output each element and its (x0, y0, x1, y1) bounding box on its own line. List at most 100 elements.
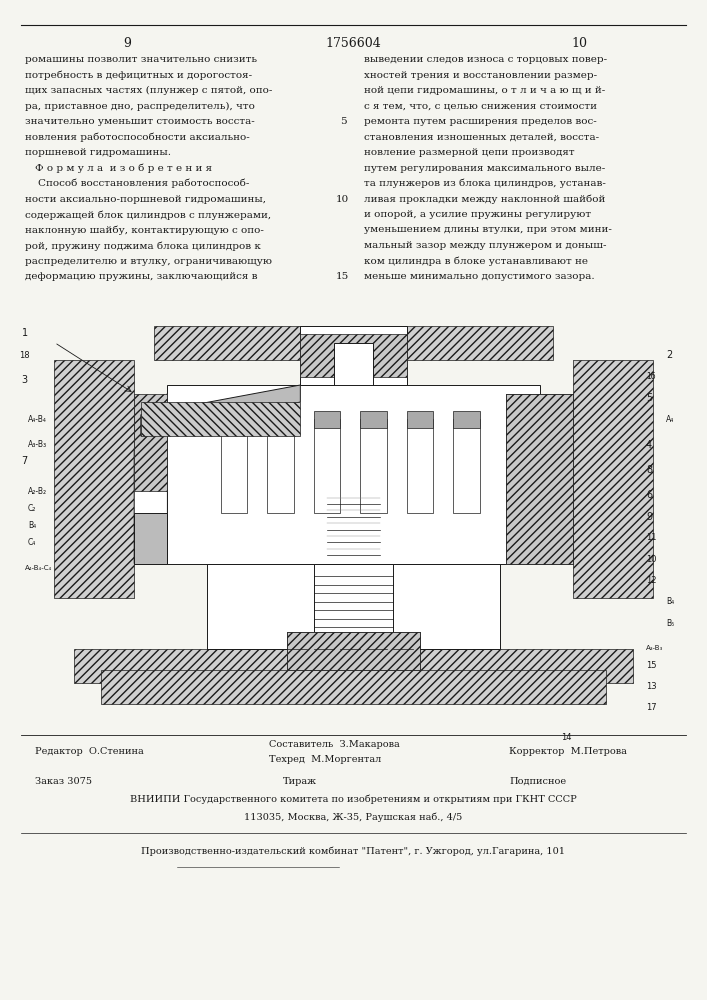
Text: Заказ 3075: Заказ 3075 (35, 777, 93, 786)
Polygon shape (134, 512, 168, 564)
Text: A₃-B₃: A₃-B₃ (646, 646, 663, 652)
Text: путем регулирования максимального выле-: путем регулирования максимального выле- (364, 164, 605, 173)
Text: 14: 14 (561, 733, 571, 742)
Bar (506, 393, 573, 564)
Bar (168, 385, 539, 564)
Bar (287, 632, 420, 670)
Text: с я тем, что, с целью снижения стоимости: с я тем, что, с целью снижения стоимости (364, 102, 597, 110)
Bar (287, 632, 420, 670)
Text: 1756604: 1756604 (326, 37, 381, 50)
Text: Составитель  З.Макарова: Составитель З.Макарова (269, 740, 399, 749)
Text: мальный зазор между плунжером и доныш-: мальный зазор между плунжером и доныш- (364, 241, 607, 250)
Text: A₂-B₂: A₂-B₂ (28, 487, 47, 496)
Bar (101, 670, 606, 704)
Text: 113035, Москва, Ж-35, Раушская наб., 4/5: 113035, Москва, Ж-35, Раушская наб., 4/5 (245, 813, 462, 822)
Text: и опорой, а усилие пружины регулируют: и опорой, а усилие пружины регулируют (364, 210, 591, 219)
Bar (539, 402, 573, 546)
Polygon shape (141, 385, 300, 436)
Bar (506, 393, 573, 564)
Text: ливая прокладки между наклонной шайбой: ливая прокладки между наклонной шайбой (364, 195, 605, 204)
Text: рой, пружину поджима блока цилиндров к: рой, пружину поджима блока цилиндров к (25, 241, 261, 251)
Text: 4: 4 (646, 440, 652, 450)
Bar (314, 410, 340, 428)
Text: ра, приставное дно, распределитель), что: ра, приставное дно, распределитель), что (25, 102, 255, 111)
Text: 8: 8 (646, 465, 652, 475)
Text: Способ восстановления работоспособ-: Способ восстановления работоспособ- (25, 179, 249, 188)
Bar (453, 410, 480, 428)
Text: та плунжеров из блока цилиндров, устанав-: та плунжеров из блока цилиндров, устанав… (364, 179, 606, 188)
Text: 15: 15 (337, 272, 349, 281)
Text: ВНИИПИ Государственного комитета по изобретениям и открытиям при ГКНТ СССР: ВНИИПИ Государственного комитета по изоб… (130, 795, 577, 804)
Bar (267, 410, 293, 428)
Text: B₄: B₄ (28, 521, 36, 530)
Text: распределителю и втулку, ограничивающую: распределителю и втулку, ограничивающую (25, 257, 271, 266)
Bar (207, 564, 500, 648)
Text: A₃-B₃: A₃-B₃ (28, 440, 47, 449)
Text: 1: 1 (21, 328, 28, 338)
Bar (221, 410, 247, 428)
Text: новление размерной цепи производят: новление размерной цепи производят (364, 148, 575, 157)
Text: 1б: 1б (646, 372, 655, 381)
Text: C₂: C₂ (28, 504, 36, 513)
Text: 15: 15 (646, 661, 656, 670)
Bar (267, 419, 293, 512)
Text: ромашины позволит значительно снизить: ромашины позволит значительно снизить (25, 55, 257, 64)
Bar (300, 326, 407, 385)
Text: ком цилиндра в блоке устанавливают не: ком цилиндра в блоке устанавливают не (364, 257, 588, 266)
Text: 2: 2 (666, 350, 672, 360)
Text: Ф о р м у л а  и з о б р е т е н и я: Ф о р м у л а и з о б р е т е н и я (35, 164, 213, 173)
Text: меньше минимально допустимого зазора.: меньше минимально допустимого зазора. (364, 272, 595, 281)
Text: щих запасных частях (плунжер с пятой, опо-: щих запасных частях (плунжер с пятой, оп… (25, 86, 272, 95)
Text: 10: 10 (337, 195, 349, 204)
Text: Редактор  О.Стенина: Редактор О.Стенина (35, 747, 144, 756)
Bar (134, 393, 168, 491)
Text: 5: 5 (339, 117, 346, 126)
Bar (154, 326, 553, 360)
Text: 12: 12 (646, 576, 656, 585)
Text: A₄-B₄: A₄-B₄ (28, 414, 47, 424)
Text: становления изношенных деталей, восста-: становления изношенных деталей, восста- (364, 133, 600, 142)
Text: уменьшением длины втулки, при этом мини-: уменьшением длины втулки, при этом мини- (364, 226, 612, 234)
Text: Корректор  М.Петрова: Корректор М.Петрова (509, 747, 627, 756)
Text: A₄: A₄ (666, 414, 674, 424)
Text: ремонта путем расширения пределов вос-: ремонта путем расширения пределов вос- (364, 117, 597, 126)
Text: 11: 11 (646, 534, 656, 542)
Text: Техред  М.Моргентал: Техред М.Моргентал (269, 755, 381, 764)
Bar (453, 419, 480, 512)
Text: A₄-B₄-C₄: A₄-B₄-C₄ (25, 565, 52, 571)
Text: 17: 17 (646, 704, 657, 712)
Text: выведении следов износа с торцовых повер-: выведении следов износа с торцовых повер… (364, 55, 607, 64)
Text: ности аксиально-поршневой гидромашины,: ности аксиально-поршневой гидромашины, (25, 195, 266, 204)
Bar (573, 360, 653, 597)
Bar (141, 402, 300, 436)
Bar (74, 648, 633, 682)
Text: 18: 18 (19, 351, 30, 360)
Text: содержащей блок цилиндров с плунжерами,: содержащей блок цилиндров с плунжерами, (25, 210, 271, 220)
Text: поршневой гидромашины.: поршневой гидромашины. (25, 148, 171, 157)
Text: 6: 6 (646, 490, 652, 500)
Bar (334, 342, 373, 470)
Text: 9: 9 (646, 512, 652, 522)
Text: B₅: B₅ (666, 618, 674, 628)
Text: 3: 3 (21, 375, 28, 385)
Text: 10: 10 (572, 37, 588, 50)
Text: Производственно-издательский комбинат "Патент", г. Ужгород, ул.Гагарина, 101: Производственно-издательский комбинат "П… (141, 847, 566, 856)
Text: 5: 5 (646, 393, 652, 403)
Text: 9: 9 (123, 37, 132, 50)
Text: 10: 10 (646, 555, 656, 564)
Text: наклонную шайбу, контактирующую с опо-: наклонную шайбу, контактирующую с опо- (25, 226, 264, 235)
Text: Тираж: Тираж (283, 777, 317, 786)
Bar (300, 334, 407, 376)
Bar (407, 419, 433, 512)
Text: деформацию пружины, заключающийся в: деформацию пружины, заключающийся в (25, 272, 257, 281)
Text: значительно уменьшит стоимость восста-: значительно уменьшит стоимость восста- (25, 117, 255, 126)
Bar (360, 419, 387, 512)
Text: C₄: C₄ (28, 538, 36, 547)
Bar (360, 410, 387, 428)
Text: 7: 7 (21, 456, 28, 466)
Text: 13: 13 (646, 682, 657, 691)
Bar (407, 410, 433, 428)
Text: ной цепи гидромашины, о т л и ч а ю щ и й-: ной цепи гидромашины, о т л и ч а ю щ и … (364, 86, 605, 95)
Bar (314, 419, 340, 512)
Text: B₄: B₄ (666, 597, 674, 606)
